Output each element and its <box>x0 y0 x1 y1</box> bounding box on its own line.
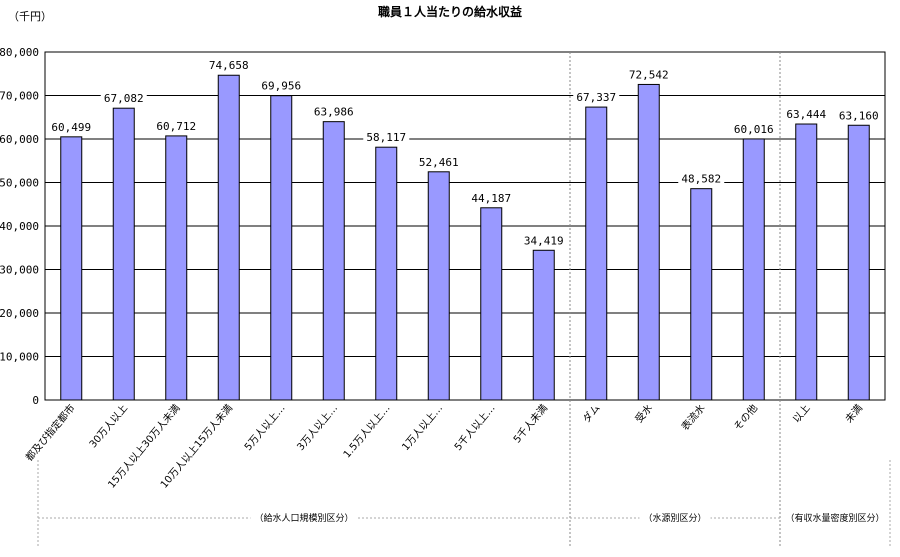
group-label-bg <box>781 510 889 524</box>
y-tick-label: 50,000 <box>0 177 39 190</box>
data-label-bg <box>48 119 95 134</box>
x-tick-label: 1.5万人以上… <box>341 402 393 460</box>
bar <box>165 135 188 401</box>
y-tick-label: 60,000 <box>0 133 39 146</box>
data-label: 60,712 <box>156 120 196 133</box>
y-tick-label: 10,000 <box>0 351 39 364</box>
data-label-bg <box>730 121 777 136</box>
data-label-bg <box>835 108 882 123</box>
data-label: 44,187 <box>471 192 511 205</box>
data-label: 63,986 <box>314 106 354 119</box>
data-label: 74,658 <box>209 59 249 72</box>
y-tick-label: 20,000 <box>0 307 39 320</box>
bar <box>637 83 660 401</box>
data-label-bg <box>468 190 515 205</box>
data-label: 60,016 <box>734 123 774 136</box>
x-tick-label: 都及び指定都市 <box>23 402 78 464</box>
bar <box>322 121 345 401</box>
x-tick-label: 5万人以上… <box>242 402 287 453</box>
bar <box>690 188 713 401</box>
data-label: 34,419 <box>524 234 564 247</box>
chart-title: 職員１人当たりの給水収益 <box>378 4 522 19</box>
data-label: 69,956 <box>261 80 301 93</box>
y-tick-label: 30,000 <box>0 264 39 277</box>
data-label-bg <box>258 78 305 93</box>
group-label-bg <box>250 510 358 524</box>
bar <box>742 138 765 401</box>
x-tick-label: 表流水 <box>678 402 707 433</box>
bar <box>585 106 608 401</box>
bar <box>427 171 450 401</box>
y-unit-label: （千円） <box>8 10 52 23</box>
x-tick-label: 5千人未満 <box>511 402 550 445</box>
data-label: 52,461 <box>419 156 459 169</box>
group-label: （給水人口規模別区分） <box>254 512 353 524</box>
data-label: 72,542 <box>629 68 669 81</box>
x-tick-label: その他 <box>731 402 760 433</box>
bar <box>480 207 503 401</box>
data-label-bg <box>783 107 830 122</box>
data-label: 63,160 <box>839 109 879 122</box>
bar <box>60 136 83 401</box>
group-label: （水源別区分） <box>643 512 706 524</box>
data-label-bg <box>205 58 252 73</box>
data-label-bg <box>573 90 620 105</box>
x-tick-label: ダム <box>580 402 603 426</box>
data-label-bg <box>363 130 410 145</box>
data-label: 58,117 <box>366 131 406 144</box>
y-tick-label: 40,000 <box>0 220 39 233</box>
y-tick-label: 0 <box>32 394 39 407</box>
data-label-bg <box>678 171 725 186</box>
group-label: （有収水量密度別区分） <box>785 512 884 524</box>
data-label-bg <box>153 118 200 133</box>
data-label-bg <box>520 233 567 248</box>
data-label-bg <box>625 67 672 82</box>
data-label-bg <box>100 91 147 106</box>
x-tick-label: 未満 <box>843 402 865 425</box>
x-tick-label: 30万人以上 <box>87 402 130 450</box>
group-label-bg <box>639 510 711 524</box>
x-tick-label: 3万人以上… <box>295 402 340 453</box>
x-tick-label: 以上 <box>790 402 812 425</box>
bar <box>270 95 293 401</box>
bar <box>847 124 870 401</box>
data-label-bg <box>310 104 357 119</box>
x-tick-label: 受水 <box>633 402 655 425</box>
bar <box>532 249 555 401</box>
x-tick-label: 5千人以上… <box>452 402 497 453</box>
data-label: 48,582 <box>681 173 721 186</box>
x-tick-label: 1万人以上… <box>400 402 445 453</box>
data-label-bg <box>415 154 462 169</box>
bar <box>217 74 240 401</box>
data-label: 67,337 <box>576 91 616 104</box>
plot-area <box>44 51 886 401</box>
y-tick-label: 80,000 <box>0 46 39 59</box>
bar <box>375 146 398 401</box>
data-label: 60,499 <box>51 121 91 134</box>
bar <box>795 123 818 401</box>
y-tick-label: 70,000 <box>0 90 39 103</box>
data-label: 67,082 <box>104 92 144 105</box>
bar <box>112 107 135 401</box>
data-label: 63,444 <box>786 108 826 121</box>
